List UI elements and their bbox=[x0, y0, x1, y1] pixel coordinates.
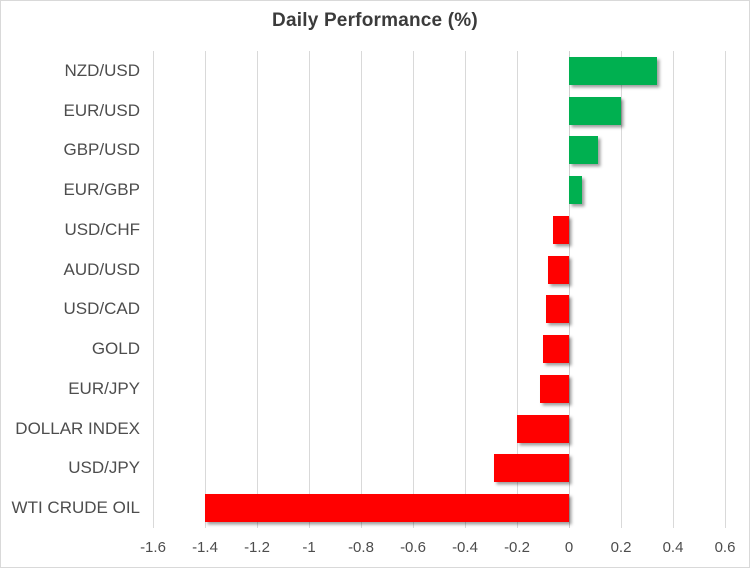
gridline bbox=[309, 51, 310, 528]
bar-usd-chf bbox=[553, 215, 569, 244]
bar-eur-usd bbox=[569, 96, 621, 125]
category-label-usd-jpy: USD/JPY bbox=[68, 458, 140, 478]
gridline bbox=[725, 51, 726, 528]
category-label-gbp-usd: GBP/USD bbox=[63, 140, 140, 160]
zero-axis-line bbox=[569, 51, 570, 528]
chart-title: Daily Performance (%) bbox=[272, 10, 478, 31]
category-label-usd-cad: USD/CAD bbox=[63, 299, 140, 319]
gridline bbox=[621, 51, 622, 528]
gridline bbox=[205, 51, 206, 528]
category-label-eur-usd: EUR/USD bbox=[63, 100, 140, 120]
category-label-gold: GOLD bbox=[91, 339, 140, 359]
category-label-usd-chf: USD/CHF bbox=[64, 219, 140, 239]
x-tick-label: -0.8 bbox=[348, 539, 374, 556]
category-label-aud-usd: AUD/USD bbox=[63, 259, 140, 279]
gridline bbox=[361, 51, 362, 528]
x-tick-label: -0.2 bbox=[504, 539, 530, 556]
x-tick-label: -1.2 bbox=[244, 539, 270, 556]
category-label-nzd-usd: NZD/USD bbox=[64, 60, 140, 80]
bar-usd-cad bbox=[545, 295, 569, 324]
gridline bbox=[413, 51, 414, 528]
x-tick-label: -1 bbox=[302, 539, 316, 556]
bar-usd-jpy bbox=[493, 454, 569, 483]
bar-gold bbox=[543, 335, 569, 364]
gridline bbox=[673, 51, 674, 528]
category-label-eur-jpy: EUR/JPY bbox=[68, 378, 140, 398]
bar-nzd-usd bbox=[569, 56, 658, 85]
bar-eur-jpy bbox=[540, 374, 569, 403]
x-tick-label: -0.4 bbox=[452, 539, 478, 556]
gridline bbox=[153, 51, 154, 528]
x-tick-label: -1.6 bbox=[140, 539, 166, 556]
x-tick-label: 0 bbox=[564, 539, 574, 556]
gridline bbox=[517, 51, 518, 528]
x-tick-label: -1.4 bbox=[192, 539, 218, 556]
category-label-dollar-index: DOLLAR INDEX bbox=[15, 418, 140, 438]
bar-dollar-index bbox=[517, 414, 569, 443]
category-label-eur-gbp: EUR/GBP bbox=[63, 180, 140, 200]
gridline bbox=[257, 51, 258, 528]
category-label-wti-crude-oil: WTI CRUDE OIL bbox=[11, 498, 140, 518]
gridline bbox=[465, 51, 466, 528]
bar-wti-crude-oil bbox=[205, 494, 569, 523]
bar-eur-gbp bbox=[569, 176, 582, 205]
x-tick-label: -0.6 bbox=[400, 539, 426, 556]
bar-aud-usd bbox=[548, 255, 569, 284]
x-tick-label: 0.4 bbox=[662, 539, 684, 556]
bar-gbp-usd bbox=[569, 136, 598, 165]
x-tick-label: 0.6 bbox=[714, 539, 736, 556]
x-tick-label: 0.2 bbox=[610, 539, 632, 556]
